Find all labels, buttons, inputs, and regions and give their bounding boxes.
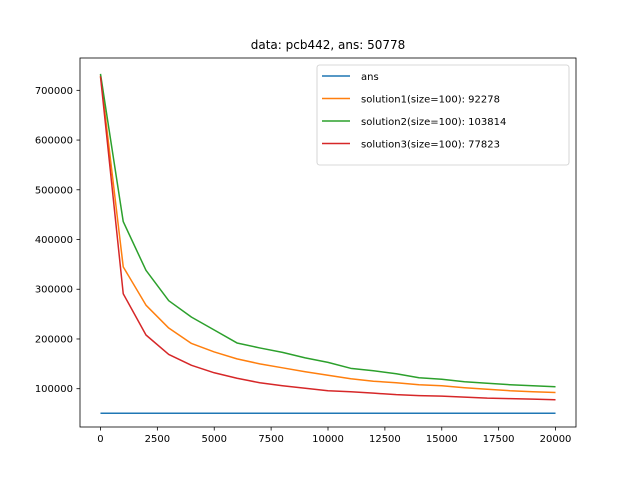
legend-label: ans bbox=[361, 72, 379, 83]
y-axis: 100000 200000 300000 400000 500000 600000 7000… bbox=[35, 86, 80, 395]
x-tick-label: 17500 bbox=[483, 434, 515, 445]
series-line-1 bbox=[99, 75, 556, 394]
legend-box bbox=[316, 64, 570, 166]
legend-label: solution1(size=100): 92278 bbox=[361, 95, 500, 106]
x-tick-label: 7500 bbox=[258, 434, 283, 445]
x-tick-label: 20000 bbox=[540, 434, 572, 445]
x-tick-label: 12500 bbox=[369, 434, 401, 445]
y-tick-label: 100000 bbox=[35, 384, 73, 395]
y-tick-label: 600000 bbox=[35, 136, 73, 147]
y-tick-label: 500000 bbox=[35, 185, 73, 196]
legend-label: solution2(size=100): 103814 bbox=[361, 117, 506, 128]
x-tick-label: 2500 bbox=[145, 434, 170, 445]
y-tick-label: 400000 bbox=[35, 235, 73, 246]
series-line-2 bbox=[99, 73, 556, 388]
y-tick-label: 200000 bbox=[35, 334, 73, 345]
y-tick-label: 300000 bbox=[35, 285, 73, 296]
x-tick-label: 15000 bbox=[426, 434, 458, 445]
series-layer bbox=[99, 73, 556, 414]
legend: ans solution1(size=100): 92278 solution2(s… bbox=[316, 64, 570, 166]
x-tick-label: 0 bbox=[97, 434, 103, 445]
legend-label: solution3(size=100): 77823 bbox=[361, 140, 500, 151]
x-tick-label: 5000 bbox=[202, 434, 227, 445]
x-tick-label: 10000 bbox=[312, 434, 344, 445]
y-tick-label: 700000 bbox=[35, 86, 73, 97]
x-axis: 0 2500 5000 7500 10000 12500 15000 17500 20000 bbox=[97, 427, 571, 445]
series-line-3 bbox=[99, 76, 556, 401]
chart-title: data: pcb442, ans: 50778 bbox=[251, 38, 406, 52]
